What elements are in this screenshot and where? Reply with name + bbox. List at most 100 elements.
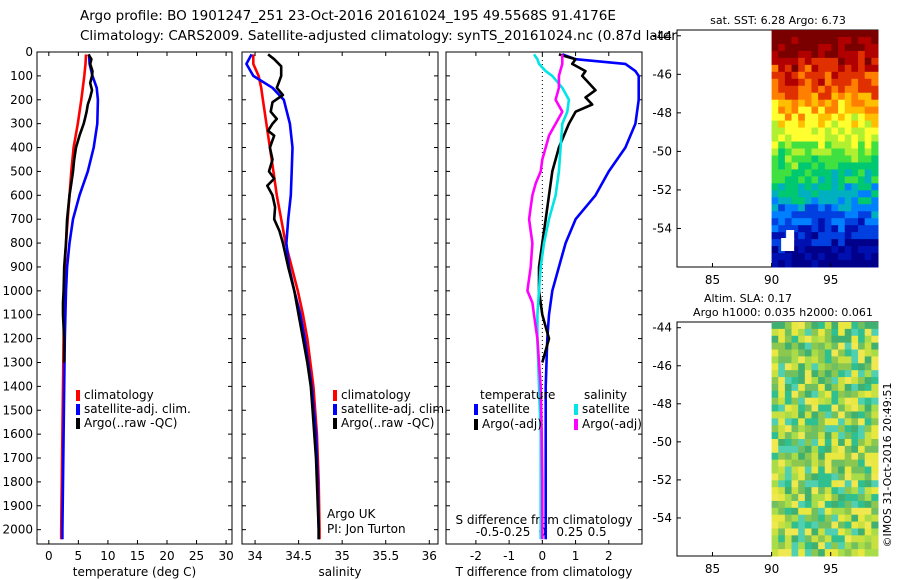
heatmap-cell-sla_map (818, 452, 826, 461)
heatmap-cell-sst_map (771, 113, 779, 122)
heatmap-cell-sla_map (871, 397, 879, 406)
heatmap-cell-sst_map (771, 36, 779, 45)
legend-swatch-salinity (333, 404, 337, 415)
heatmap-cell-sla_map (778, 335, 786, 344)
heatmap-cell-sla_map (798, 404, 806, 412)
heatmap-cell-sla_map (818, 439, 826, 447)
heatmap-cell-sla_map (778, 480, 786, 488)
heatmap-cell-sst_map (844, 246, 852, 254)
heatmap-cell-sla_map (811, 349, 819, 357)
heatmap-cell-sst_map (844, 64, 852, 73)
heatmap-cell-sla_map (818, 549, 826, 557)
panel-salinity-frame (241, 51, 439, 545)
heatmap-cell-sla_map (871, 473, 879, 481)
heatmap-cell-sst_map (791, 106, 799, 115)
heatmap-cell-sst_map (771, 43, 779, 52)
heatmap-cell-sst_map (824, 106, 832, 115)
heatmap-cell-sst_map (838, 85, 846, 94)
heatmap-cell-sla_map (864, 521, 872, 529)
heatmap-cell-sla_map (831, 432, 839, 440)
heatmap-cell-sla_map (791, 445, 799, 454)
heatmap-cell-sla_map (784, 521, 793, 529)
heatmap-cell-sst_map (864, 43, 872, 52)
legend-label-diff: Argo(-adj) (482, 417, 542, 431)
heatmap-cell-sst_map (818, 190, 826, 198)
heatmap-cell-sst_map (844, 225, 852, 233)
heatmap-cell-sla_map (831, 342, 839, 351)
heatmap-cell-sst_map (771, 204, 779, 212)
argo-position-marker (781, 238, 795, 252)
heatmap-cell-sla_map (858, 535, 866, 543)
heatmap-cell-sla_map (851, 404, 859, 412)
heatmap-cell-sst_map (831, 211, 839, 219)
heatmap-cell-sst_map (871, 239, 879, 247)
heatmap-cell-sla_map (778, 390, 786, 399)
heatmap-cell-sst_map (798, 211, 806, 219)
heatmap-cell-sst_map (871, 85, 879, 94)
heatmap-cell-sla_map (831, 390, 839, 399)
heatmap-cell-sst_map (771, 30, 779, 38)
heatmap-cell-sla_map (811, 370, 819, 378)
x-tick-label-temperature: 30 (218, 549, 233, 563)
x-tick-label-temperature: 5 (75, 549, 83, 563)
heatmap-cell-sst_map (871, 253, 879, 261)
heatmap-cell-sla_map (844, 411, 852, 419)
heatmap-cell-sst_map (804, 43, 812, 52)
x-tick-label-salinity: 35 (335, 549, 350, 563)
heatmap-cell-sla_map (771, 535, 779, 543)
heatmap-cell-sla_map (804, 521, 812, 529)
heatmap-cell-sst_map (771, 169, 779, 177)
heatmap-cell-sst_map (844, 85, 852, 94)
heatmap-cell-sla_map (778, 349, 786, 357)
heatmap-cell-sla_map (858, 404, 866, 412)
header-line-1: Argo profile: BO 1901247_251 23-Oct-2016… (80, 8, 616, 24)
heatmap-cell-sla_map (818, 542, 826, 550)
heatmap-cell-sla_map (864, 397, 872, 406)
heatmap-cell-sst_map (791, 253, 799, 261)
heatmap-cell-sla_map (818, 397, 826, 406)
heatmap-cell-sla_map (818, 445, 826, 454)
heatmap-cell-sla_map (798, 418, 806, 426)
heatmap-cell-sst_map (798, 99, 806, 108)
heatmap-cell-sst_map (838, 211, 846, 219)
heatmap-cell-sla_map (838, 480, 846, 488)
heatmap-cell-sst_map (831, 71, 839, 80)
heatmap-cell-sst_map (798, 127, 806, 136)
heatmap-cell-sla_map (811, 356, 819, 364)
x-tick-label-temperature: 0 (45, 549, 53, 563)
map-x-tick-label: 95 (823, 562, 838, 576)
heatmap-cell-sst_map (831, 176, 839, 184)
heatmap-cell-sst_map (804, 141, 812, 149)
heatmap-cell-sla_map (831, 418, 839, 426)
heatmap-cell-sst_map (771, 162, 779, 170)
heatmap-cell-sst_map (784, 92, 793, 101)
heatmap-cell-sst_map (811, 253, 819, 261)
heatmap-cell-sst_map (844, 43, 852, 52)
heatmap-cell-sst_map (791, 155, 799, 163)
heatmap-cell-sst_map (824, 120, 832, 129)
heatmap-cell-sst_map (784, 190, 793, 198)
x-tick-label-salinity: 36 (422, 549, 437, 563)
heatmap-cell-sst_map (811, 162, 819, 170)
heatmap-cell-sst_map (778, 113, 786, 122)
heatmap-cell-sst_map (838, 141, 846, 149)
heatmap-cell-sst_map (858, 225, 866, 233)
heatmap-cell-sla_map (844, 473, 852, 481)
panel-temperature-frame (36, 51, 233, 545)
heatmap-cell-sla_map (851, 342, 859, 351)
y-tick-label: 700 (10, 212, 33, 226)
heatmap-cell-sst_map (778, 225, 786, 233)
heatmap-cell-sst_map (831, 246, 839, 254)
heatmap-cell-sst_map (784, 141, 793, 149)
heatmap-cell-sst_map (778, 43, 786, 52)
heatmap-cell-sla_map (844, 459, 852, 468)
heatmap-cell-sla_map (851, 370, 859, 378)
heatmap-cell-sla_map (824, 349, 832, 357)
heatmap-cell-sst_map (791, 225, 799, 233)
heatmap-cell-sla_map (798, 363, 806, 371)
heatmap-cell-sst_map (844, 36, 852, 45)
heatmap-cell-sla_map (864, 425, 872, 433)
heatmap-cell-sla_map (771, 466, 779, 474)
heatmap-cell-sla_map (798, 342, 806, 351)
heatmap-cell-sst_map (844, 127, 852, 136)
